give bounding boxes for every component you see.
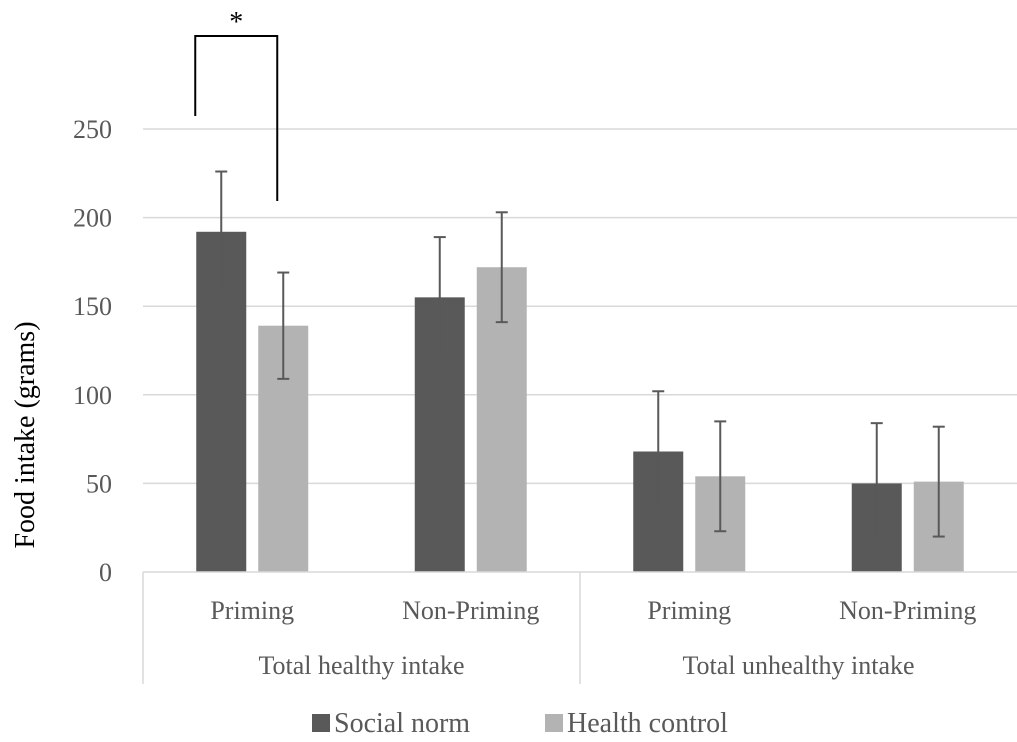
- y-tick-label: 200: [73, 204, 112, 233]
- y-tick-label: 100: [73, 381, 112, 410]
- x-group-label: Total unhealthy intake: [682, 651, 914, 680]
- x-tick-label: Non-Priming: [402, 596, 539, 625]
- y-tick-label: 250: [73, 115, 112, 144]
- error-bar: [714, 420, 727, 533]
- y-axis-ticks: 0 50 100 150 200 250: [73, 115, 112, 587]
- x-axis: Priming Non-Priming Total healthy intake Pr…: [142, 571, 1017, 684]
- bars: [196, 231, 964, 572]
- y-axis-title: Food intake (grams): [10, 321, 41, 548]
- error-bar: [932, 425, 945, 538]
- significance-annotation: *: [194, 7, 279, 201]
- y-tick-label: 50: [86, 469, 112, 498]
- error-bars: [215, 170, 945, 545]
- error-bar: [495, 211, 508, 324]
- error-bar: [433, 236, 446, 359]
- error-bar: [215, 170, 228, 294]
- significance-star: *: [229, 7, 243, 38]
- x-group-label: Total healthy intake: [258, 651, 464, 680]
- error-bar: [652, 390, 665, 513]
- legend-label: Social norm: [334, 708, 470, 739]
- legend: Social norm Health control: [312, 708, 728, 739]
- y-tick-label: 150: [73, 292, 112, 321]
- x-tick-label: Priming: [210, 596, 294, 625]
- legend-swatch: [312, 714, 330, 732]
- y-tick-label: 0: [99, 558, 112, 587]
- significance-bracket: [194, 35, 279, 201]
- error-bar: [277, 271, 290, 380]
- x-tick-label: Priming: [647, 596, 731, 625]
- x-tick-label: Non-Priming: [839, 596, 976, 625]
- error-bar: [870, 422, 883, 545]
- legend-label: Health control: [567, 708, 728, 739]
- legend-swatch: [545, 714, 563, 732]
